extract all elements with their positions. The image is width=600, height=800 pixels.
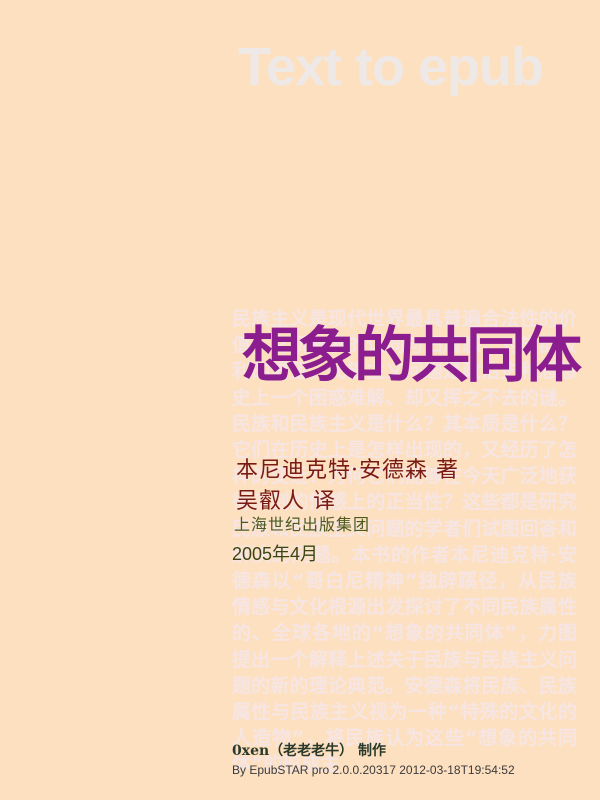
translator-line: 吴叡人 译 xyxy=(236,489,336,514)
software-credit: By EpubSTAR pro 2.0.0.20317 2012-03-18T1… xyxy=(232,763,515,777)
watermark-title: Text to epub xyxy=(238,37,544,97)
maker-credit: 0xen（老老老牛） 制作 xyxy=(232,743,387,759)
publisher-name: 上海世纪出版集团 xyxy=(234,515,371,534)
book-title: 想象的共同体 xyxy=(242,321,582,391)
publication-date: 2005年4月 xyxy=(232,544,319,564)
background-blurb-text: 民族主义是现代世界最具普遍合法性的价值，它所激发的认同与归属感，对族群权利的渴望… xyxy=(232,308,577,776)
author-line: 本尼迪克特·安德森 著 xyxy=(236,458,459,483)
